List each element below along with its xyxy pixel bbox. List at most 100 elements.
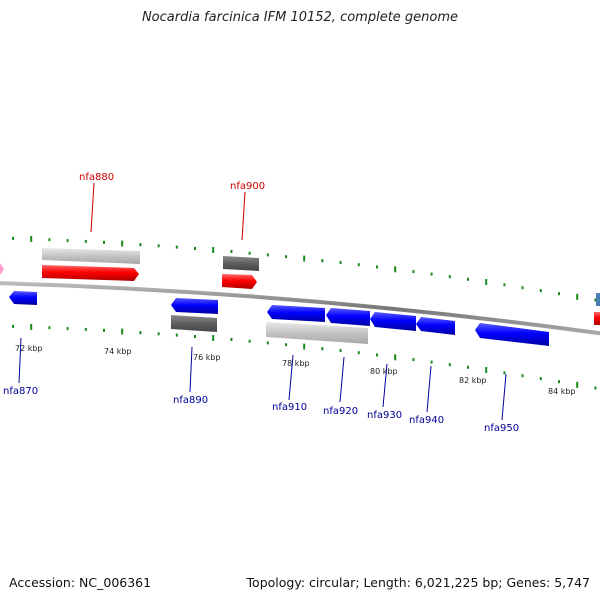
minor-tick — [558, 380, 560, 384]
gene-nfa940[interactable] — [416, 317, 455, 335]
minor-tick — [412, 358, 415, 362]
reverse-strand-ticks — [12, 324, 597, 390]
minor-tick — [84, 239, 87, 243]
gene-nfa950[interactable] — [475, 323, 549, 346]
gene-nfa910[interactable] — [267, 305, 325, 322]
major-tick — [30, 236, 33, 242]
minor-tick — [12, 324, 14, 328]
partial-gene-red-right[interactable] — [594, 312, 600, 325]
minor-tick — [430, 360, 433, 364]
gene-label-nfa930[interactable]: nfa930 — [367, 410, 402, 421]
minor-tick — [339, 261, 342, 265]
minor-tick — [412, 270, 415, 274]
partial-gene-steelblue[interactable] — [596, 293, 600, 306]
gene-label-nfa880[interactable]: nfa880 — [79, 172, 114, 183]
tick-label-84kbp: 84 kbp — [548, 387, 576, 396]
minor-tick — [539, 377, 542, 381]
gene-nfa880[interactable] — [42, 265, 139, 281]
minor-tick — [430, 272, 433, 276]
minor-tick — [321, 259, 324, 263]
minor-tick — [194, 335, 196, 338]
minor-tick — [357, 351, 360, 355]
minor-tick — [230, 338, 233, 341]
forward-strand-ticks — [12, 236, 597, 302]
minor-tick — [194, 247, 196, 250]
minor-tick — [503, 283, 506, 287]
minor-tick — [467, 277, 469, 281]
tick-label-76kbp: 76 kbp — [193, 353, 221, 362]
gene-nfa890-grey[interactable] — [171, 315, 217, 332]
gene-label-nfa950[interactable]: nfa950 — [484, 423, 519, 434]
gene-label-nfa920[interactable]: nfa920 — [323, 406, 358, 417]
major-tick — [394, 266, 397, 273]
genome-summary: Topology: circular; Length: 6,021,225 bp… — [246, 575, 590, 590]
tick-label-72kbp: 72 kbp — [15, 344, 43, 353]
minor-tick — [103, 328, 105, 332]
genome-backbone — [0, 281, 600, 336]
minor-tick — [230, 250, 233, 253]
gene-nfa890[interactable] — [171, 298, 218, 314]
minor-tick — [157, 332, 160, 336]
minor-tick — [175, 245, 178, 249]
coordinate-labels: 72 kbp 74 kbp 76 kbp 78 kbp 80 kbp 82 kb… — [15, 344, 576, 396]
gene-label-nfa870[interactable]: nfa870 — [3, 386, 38, 397]
gene-label-nfa890[interactable]: nfa890 — [173, 395, 208, 406]
minor-tick — [448, 363, 451, 367]
label-leaders — [18, 182, 507, 421]
gene-nfa870[interactable] — [9, 291, 37, 305]
minor-tick — [48, 238, 51, 242]
minor-tick — [66, 327, 69, 331]
minor-tick — [285, 255, 287, 259]
major-tick — [30, 324, 33, 330]
gene-nfa930[interactable] — [370, 312, 416, 331]
gene-label-nfa900[interactable]: nfa900 — [230, 181, 265, 192]
minor-tick — [521, 374, 524, 378]
major-tick — [303, 255, 306, 262]
minor-tick — [48, 326, 51, 330]
tick-label-80kbp: 80 kbp — [370, 367, 398, 376]
gene-label-nfa940[interactable]: nfa940 — [409, 415, 444, 426]
minor-tick — [266, 341, 269, 345]
minor-tick — [558, 292, 560, 296]
gene-label-nfa910[interactable]: nfa910 — [272, 402, 307, 413]
minor-tick — [285, 343, 287, 347]
major-tick — [576, 381, 579, 388]
major-tick — [121, 240, 124, 247]
minor-tick — [357, 263, 360, 267]
minor-tick — [339, 349, 342, 353]
minor-tick — [139, 243, 142, 247]
minor-tick — [157, 244, 160, 248]
minor-tick — [84, 327, 87, 331]
genes-value: 5,747 — [554, 575, 590, 590]
topology-label: Topology: — [246, 575, 306, 590]
accession-info: Accession: NC_006361 — [9, 575, 151, 590]
gene-nfa920[interactable] — [326, 308, 370, 326]
major-tick — [394, 354, 397, 361]
minor-tick — [539, 289, 542, 293]
minor-tick — [66, 239, 69, 243]
genes-label: Genes: — [506, 575, 551, 590]
minor-tick — [248, 339, 251, 343]
major-tick — [485, 367, 488, 373]
minor-tick — [248, 251, 251, 255]
minor-tick — [521, 286, 524, 290]
gene-nfa880-grey[interactable] — [42, 248, 140, 264]
minor-tick — [321, 347, 324, 351]
minor-tick — [594, 386, 597, 390]
major-tick — [576, 293, 579, 300]
major-tick — [121, 328, 124, 335]
minor-tick — [376, 265, 378, 269]
gene-nfa910-grey[interactable] — [266, 322, 368, 344]
tick-label-82kbp: 82 kbp — [459, 376, 487, 385]
gene-nfa900-grey[interactable] — [223, 256, 259, 271]
topology-value: circular — [309, 575, 356, 590]
major-tick — [212, 335, 215, 341]
minor-tick — [103, 240, 105, 244]
partial-gene-pink[interactable] — [0, 263, 4, 275]
minor-tick — [594, 298, 597, 302]
major-tick — [212, 247, 215, 253]
minor-tick — [139, 331, 142, 335]
gene-nfa900[interactable] — [222, 274, 257, 289]
minor-tick — [503, 371, 506, 375]
